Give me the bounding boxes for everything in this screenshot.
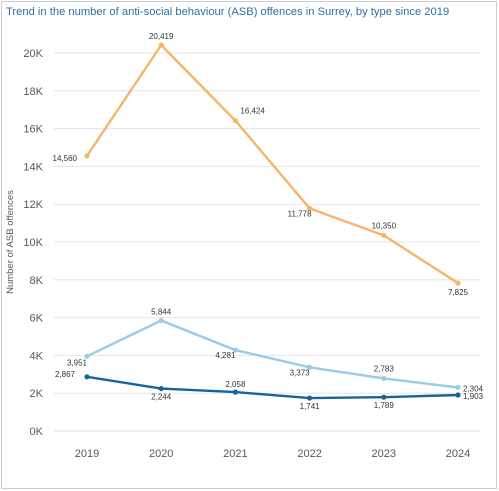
x-tick-label: 2023 [372, 448, 396, 460]
x-tick-label: 2020 [149, 448, 173, 460]
data-label: 3,951 [67, 358, 88, 367]
series-lines [84, 42, 461, 401]
y-tick-label: 20K [23, 48, 43, 60]
data-label: 2,304 [463, 384, 484, 393]
y-axis-ticks: 0K 2K 4K 6K 8K 10K 12K 14K 16K 18K 20K [23, 48, 43, 438]
data-point [455, 280, 461, 286]
y-tick-label: 0K [30, 426, 44, 438]
data-label: 2,244 [151, 393, 172, 402]
data-label: 7,825 [448, 288, 469, 297]
data-point [455, 384, 461, 391]
data-label: 4,281 [215, 351, 236, 360]
series-line [86, 375, 459, 400]
data-label: 1,789 [374, 401, 395, 410]
data-point [84, 153, 90, 159]
x-tick-label: 2021 [223, 448, 247, 460]
data-label: 3,373 [290, 368, 311, 377]
data-label: 20,419 [149, 32, 174, 41]
data-point [455, 392, 461, 398]
series-line [86, 43, 459, 285]
x-tick-label: 2024 [446, 448, 470, 460]
data-point [381, 375, 387, 382]
x-tick-label: 2019 [75, 448, 99, 460]
data-point [232, 117, 238, 124]
y-tick-label: 6K [30, 313, 44, 325]
y-tick-label: 2K [30, 388, 44, 400]
data-point [158, 42, 164, 48]
y-tick-label: 12K [23, 199, 43, 211]
x-axis-ticks: 2019 2020 2021 2022 2023 2024 [75, 448, 470, 460]
data-labels: 14,560 20,419 16,424 11,778 10,350 7,825 3,951… [53, 32, 484, 411]
data-point [381, 232, 387, 238]
data-label: 14,560 [53, 154, 78, 163]
data-point [307, 364, 313, 370]
x-tick-label: 2022 [297, 448, 321, 460]
data-point [381, 394, 387, 400]
data-label: 11,778 [288, 209, 312, 218]
gridlines [54, 52, 480, 432]
y-tick-label: 8K [30, 275, 44, 287]
data-label: 1,903 [463, 392, 484, 401]
y-tick-label: 16K [23, 124, 43, 136]
data-point [84, 374, 90, 380]
data-point [307, 395, 313, 401]
data-label: 1,741 [300, 402, 321, 411]
data-point [84, 353, 90, 359]
y-axis-label: Number of ASB offences [5, 190, 16, 294]
data-point [307, 205, 313, 211]
series-line [86, 319, 459, 389]
y-tick-label: 10K [23, 237, 43, 249]
data-point [232, 347, 238, 353]
data-point [232, 389, 238, 395]
chart-title: Trend in the number of anti-social behav… [6, 6, 450, 18]
y-tick-label: 4K [30, 350, 44, 362]
data-label: 2,058 [225, 380, 246, 389]
data-label: 10,350 [372, 221, 397, 230]
y-tick-label: 14K [23, 161, 43, 173]
data-label: 5,844 [151, 308, 172, 317]
data-label: 16,424 [240, 107, 265, 116]
data-point [158, 385, 164, 392]
y-tick-label: 18K [23, 86, 43, 98]
data-point [158, 317, 164, 324]
data-label: 2,783 [374, 364, 395, 373]
data-label: 2,867 [55, 370, 76, 379]
